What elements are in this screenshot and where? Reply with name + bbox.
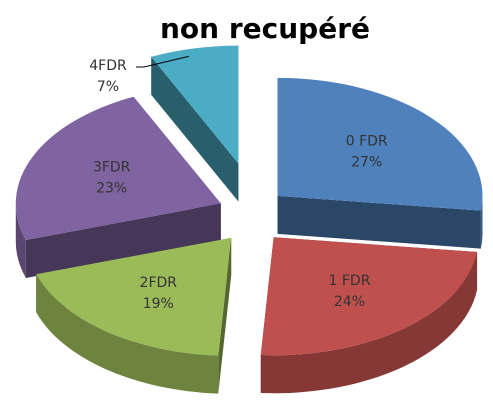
slice-top [36, 237, 232, 356]
slice-wall [480, 195, 483, 249]
slice-wall [260, 252, 478, 394]
pie-slice [15, 96, 221, 278]
slice-label: 2FDR [140, 275, 178, 291]
slice-value-label: 19% [143, 296, 174, 312]
slice-label: 3FDR [93, 159, 131, 175]
slice-side [218, 237, 232, 394]
slice-side [151, 56, 239, 202]
pie-slice [151, 45, 239, 202]
pie-slice [277, 77, 483, 249]
slice-label: 4FDR [89, 58, 127, 74]
slice-value-label: 23% [96, 180, 127, 196]
slice-side [277, 195, 481, 249]
slice-wall [36, 274, 219, 394]
slice-wall [15, 203, 26, 278]
slice-label: 0 FDR [346, 134, 388, 150]
slice-value-label: 7% [97, 79, 119, 95]
chart-title: non recupéré [160, 12, 370, 45]
slice-top [151, 45, 239, 164]
leader-line [136, 55, 189, 68]
slice-label: 1 FDR [329, 273, 371, 289]
pie-slice [36, 237, 232, 394]
slice-side [25, 203, 221, 278]
pie-slice [260, 237, 478, 394]
slice-top [15, 96, 221, 240]
slice-top [277, 77, 483, 211]
slice-top [260, 237, 478, 356]
slice-value-label: 24% [334, 294, 365, 310]
slice-value-label: 27% [351, 155, 382, 171]
